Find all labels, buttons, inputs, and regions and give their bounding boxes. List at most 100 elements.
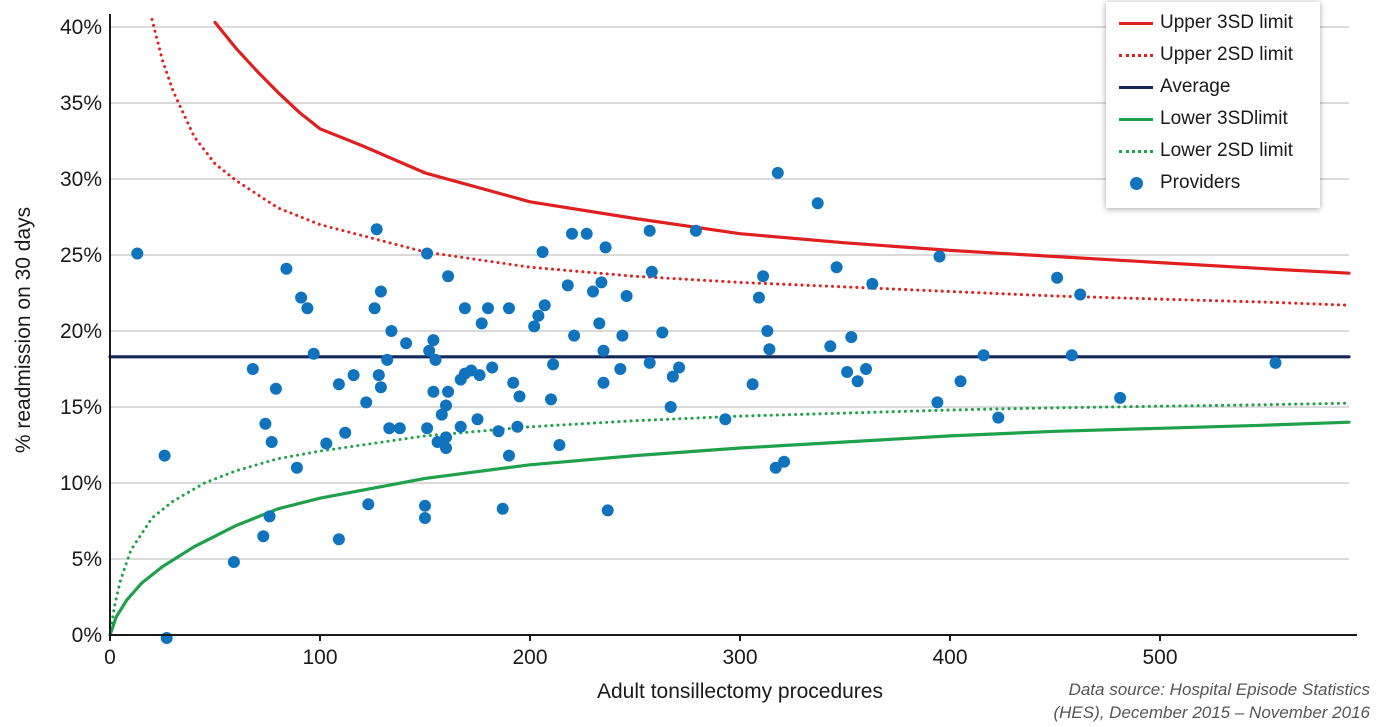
provider-point	[841, 366, 854, 378]
x-tick-label: 100	[302, 646, 337, 669]
provider-point	[992, 411, 1005, 424]
provider-point	[746, 378, 759, 391]
provider-point	[486, 361, 499, 374]
legend-swatch	[1118, 114, 1154, 124]
provider-point	[385, 325, 398, 337]
legend-label: Lower 2SD limit	[1160, 140, 1294, 161]
provider-point	[1269, 356, 1282, 369]
legend: Upper 3SD limit Upper 2SD limit Average Low…	[1106, 2, 1320, 208]
provider-point	[553, 439, 566, 451]
x-tick-labels: 0 100 200 300 400 500	[104, 646, 1177, 669]
provider-point	[383, 422, 396, 435]
provider-point	[442, 270, 455, 283]
provider-point	[977, 349, 990, 362]
legend-swatch	[1118, 18, 1154, 28]
upper-2sd-limit-line	[150, 17, 1351, 307]
provider-point	[620, 290, 633, 302]
provider-point	[347, 369, 360, 382]
provider-points	[131, 166, 1282, 644]
provider-point	[368, 302, 381, 315]
provider-point	[332, 533, 345, 546]
provider-point	[362, 498, 375, 511]
source-line-2: (HES), December 2015 – November 2016	[1053, 703, 1370, 722]
provider-point	[421, 247, 434, 260]
x-tick-label: 200	[512, 646, 547, 669]
provider-point	[561, 279, 574, 292]
upper-3sd-limit-line	[213, 20, 1351, 275]
provider-point	[595, 276, 608, 289]
provider-point	[664, 401, 677, 413]
provider-point	[511, 420, 524, 433]
y-axis-label: % readmission on 30 days	[12, 207, 35, 453]
provider-point	[538, 299, 551, 312]
provider-point	[866, 277, 879, 290]
provider-point	[257, 530, 270, 543]
provider-point	[824, 340, 837, 353]
provider-point	[471, 413, 484, 426]
provider-point	[320, 437, 333, 450]
provider-point	[374, 381, 387, 394]
source-line-1: Data source: Hospital Episode Statistics	[1068, 680, 1370, 699]
provider-point	[269, 382, 282, 395]
provider-point	[301, 302, 314, 315]
provider-point	[400, 337, 413, 350]
provider-point	[419, 499, 431, 512]
provider-point	[158, 449, 171, 462]
provider-point	[666, 370, 679, 383]
provider-point	[645, 265, 658, 278]
provider-point	[440, 399, 452, 412]
provider-point	[503, 449, 515, 462]
provider-point	[931, 396, 944, 409]
legend-swatch	[1118, 82, 1154, 92]
provider-point	[778, 455, 791, 468]
data-source-note: Data source: Hospital Episode Statistics…	[1053, 678, 1370, 724]
provider-point	[597, 344, 610, 357]
provider-point	[599, 241, 612, 254]
legend-swatch	[1118, 146, 1154, 156]
provider-point	[752, 291, 765, 304]
provider-point	[513, 390, 526, 403]
provider-point	[580, 227, 593, 240]
provider-point	[1114, 391, 1127, 404]
provider-point	[421, 422, 434, 435]
legend-label: Upper 2SD limit	[1160, 44, 1294, 65]
provider-point	[454, 420, 467, 433]
legend-swatch	[1118, 176, 1154, 190]
provider-point	[933, 250, 946, 263]
y-tick-label: 30%	[60, 168, 102, 191]
x-tick-label: 400	[932, 646, 967, 669]
provider-point	[689, 224, 702, 237]
y-tick-labels: 0% 5% 10% 15% 20% 25% 30% 35% 40%	[60, 16, 102, 647]
provider-point	[860, 363, 872, 375]
provider-point	[830, 261, 843, 274]
provider-point	[757, 270, 770, 283]
y-tick-label: 0%	[72, 624, 102, 647]
y-tick-label: 35%	[60, 92, 102, 115]
provider-point	[370, 223, 383, 236]
y-tick-label: 25%	[60, 244, 102, 267]
y-tick-label: 15%	[60, 396, 102, 419]
legend-label: Upper 3SD limit	[1160, 12, 1294, 33]
provider-point	[507, 376, 520, 389]
provider-point	[160, 632, 173, 644]
provider-point	[458, 302, 471, 315]
provider-point	[763, 343, 776, 356]
provider-point	[227, 556, 240, 568]
provider-point	[280, 262, 293, 275]
provider-point	[769, 461, 782, 474]
y-tick-label: 10%	[60, 472, 102, 495]
provider-point	[440, 431, 452, 444]
legend-item: Average	[1118, 72, 1230, 102]
provider-point	[616, 329, 629, 342]
legend-label: Lower 3SDlimit	[1160, 108, 1288, 129]
provider-point	[503, 302, 515, 315]
legend-swatch	[1118, 50, 1154, 60]
provider-point	[954, 375, 967, 388]
legend-item: Providers	[1118, 168, 1240, 198]
axes	[109, 14, 1357, 641]
provider-point	[475, 317, 488, 330]
provider-point	[656, 326, 669, 339]
provider-point	[643, 356, 656, 369]
provider-point	[771, 166, 784, 179]
grid-lines	[110, 26, 1349, 560]
